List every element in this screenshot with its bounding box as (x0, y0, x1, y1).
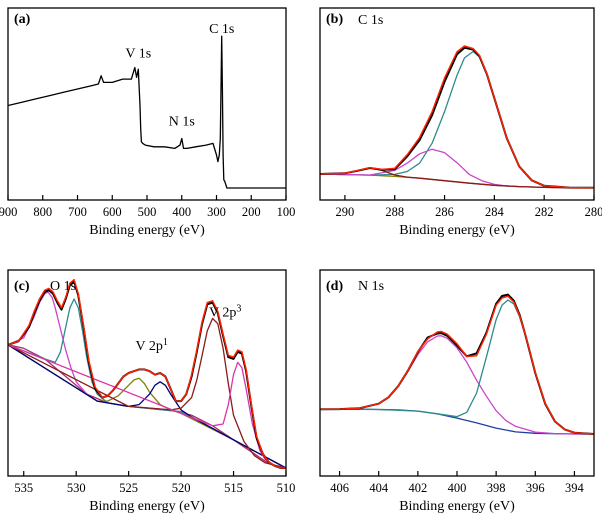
series-line-fitted-envelope (320, 45, 594, 189)
series-line-experimental (320, 293, 594, 435)
x-tick-label: 400 (448, 481, 467, 495)
x-axis-label: Binding energy (eV) (399, 499, 515, 514)
x-tick-label: 284 (485, 205, 505, 219)
x-tick-label: 286 (435, 205, 454, 219)
series-line-experimental (320, 46, 594, 189)
plot-frame (7, 269, 287, 477)
panel-label: (a) (14, 12, 31, 27)
panel-label: (c) (14, 279, 30, 294)
series-line-pyridinic-n-component-teal (320, 299, 594, 435)
series-line-c-c-component (320, 50, 594, 189)
curves (320, 45, 594, 189)
x-tick-label: 510 (277, 481, 296, 495)
x-tick-label: 280 (585, 205, 602, 219)
x-tick-label: 300 (207, 205, 226, 219)
x-tick-label: 100 (277, 205, 296, 219)
peak-annotation: V 1s (125, 47, 151, 62)
x-tick-label: 530 (67, 481, 86, 495)
x-tick-label: 288 (385, 205, 404, 219)
panel-d: 406 404 402 400 398 396 394 Binding energy (eV)… (319, 269, 595, 514)
curves (320, 293, 594, 435)
x-tick-label: 282 (535, 205, 554, 219)
series-line-v-2p3-component-magenta (8, 344, 286, 469)
curves (8, 35, 286, 189)
x-tick-label: 525 (119, 481, 138, 495)
x-tick-label: 500 (138, 205, 157, 219)
x-tick-label: 404 (369, 481, 389, 495)
x-tick-label: 200 (242, 205, 261, 219)
x-tick-label: 398 (487, 481, 506, 495)
x-tick-label: 396 (526, 481, 545, 495)
panel-title: O 1s (50, 279, 76, 294)
peak-annotation: N 1s (169, 114, 195, 129)
peak-annotation: V 2p1 (136, 337, 168, 355)
x-tick-label: 520 (172, 481, 191, 495)
panel-label: (d) (326, 279, 343, 294)
x-axis-label: Binding energy (eV) (399, 223, 515, 238)
series-line-survey (8, 35, 286, 189)
x-tick-label: 800 (33, 205, 52, 219)
peak-annotation: V 2p3 (209, 303, 241, 321)
x-tick-label: 515 (224, 481, 243, 495)
series-line-background (320, 408, 594, 435)
x-tick-label: 900 (0, 205, 17, 219)
panel-c: 535 530 525 520 515 510 Binding energy (eV) (c)… (7, 269, 296, 514)
x-tick-label: 700 (68, 205, 87, 219)
series-line-fitted-envelope (8, 278, 286, 469)
x-axis-label: Binding energy (eV) (89, 223, 205, 238)
x-tick-label: 394 (565, 481, 585, 495)
panel-a: 900 800 700 600 500 400 300 200 100 Binding energ… (0, 7, 296, 238)
x-tick-label: 406 (330, 481, 349, 495)
x-axis-label: Binding energy (eV) (89, 499, 205, 514)
peak-annotation: C 1s (209, 22, 234, 37)
x-tick-label: 535 (14, 481, 33, 495)
x-tick-label: 400 (172, 205, 191, 219)
series-line-v-2p3-component-brown (8, 317, 286, 469)
x-tick-label: 600 (103, 205, 122, 219)
panel-label: (b) (326, 12, 343, 27)
series-line-experimental (8, 280, 286, 469)
curves (8, 278, 286, 469)
panel-title: C 1s (358, 13, 383, 28)
plot-frame (319, 269, 595, 477)
series-line-fitted-envelope (320, 295, 594, 435)
plot-frame (319, 7, 595, 201)
panel-title: N 1s (358, 279, 384, 294)
panel-b: 290 288 286 284 282 280 Binding energy (eV) (b)… (319, 7, 602, 238)
plot-frame (7, 7, 287, 201)
x-tick-label: 290 (336, 205, 355, 219)
x-tick-label: 402 (408, 481, 427, 495)
